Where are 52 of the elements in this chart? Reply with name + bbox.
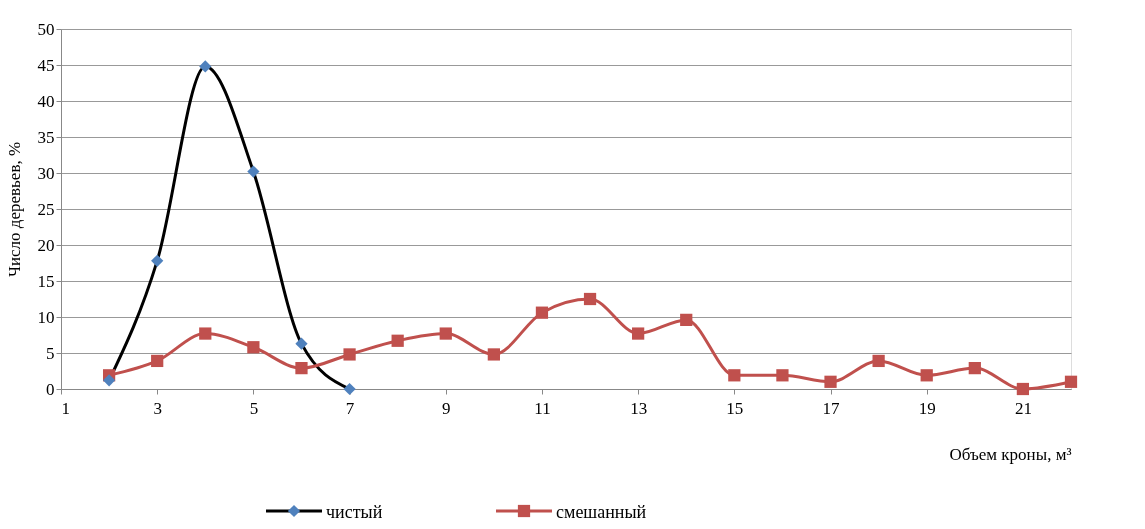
x-axis-title: Объем кроны, м³: [949, 444, 1072, 464]
x-tick-label: 7: [345, 398, 355, 418]
x-tick-label: 9: [442, 398, 451, 418]
point: [487, 348, 500, 361]
y-tick-label: 0: [46, 379, 55, 399]
point: [102, 374, 116, 387]
x-tick-label: 11: [534, 398, 551, 418]
point: [295, 337, 308, 350]
point: [1064, 375, 1078, 388]
legend-label: смешанный: [556, 502, 647, 522]
point: [535, 306, 549, 319]
point: [680, 313, 693, 326]
point: [247, 341, 260, 354]
point: [343, 382, 356, 396]
point: [872, 354, 885, 368]
point: [968, 362, 981, 375]
y-tick-label: 25: [37, 199, 55, 219]
point: [728, 369, 741, 382]
point: [295, 362, 308, 375]
y-tick-label: 30: [37, 163, 55, 183]
y-tick-label: 10: [37, 307, 55, 327]
point: [920, 369, 933, 382]
point: [632, 327, 645, 340]
x-tick-label: 13: [630, 398, 648, 418]
x-tick-label: 15: [726, 398, 744, 418]
y-tick-label: 40: [37, 91, 55, 111]
legend-label: чистый: [326, 502, 383, 522]
point: [151, 354, 164, 368]
point: [343, 348, 356, 361]
point: [1016, 382, 1030, 396]
point: [391, 334, 404, 347]
y-tick-label: 45: [37, 55, 55, 75]
point: [199, 327, 212, 340]
x-tick-label: 19: [918, 398, 936, 418]
point: [776, 369, 789, 382]
point: [199, 60, 212, 73]
y-tick-label: 20: [37, 235, 55, 255]
x-tick-label: 5: [249, 398, 259, 418]
point: [824, 375, 837, 388]
x-tick-label: 1: [61, 398, 70, 418]
point: [247, 165, 260, 178]
y-tick-label: 50: [37, 19, 55, 39]
point: [151, 254, 164, 267]
y-tick-label: 35: [37, 127, 55, 147]
point: [583, 292, 597, 306]
y-tick-label: 5: [46, 343, 55, 363]
x-tick-label: 3: [153, 398, 162, 418]
y-axis-title: Число деревьев, %: [4, 141, 24, 278]
x-tick-label: 21: [1014, 398, 1032, 418]
x-tick-label: 17: [822, 398, 841, 418]
point: [439, 327, 452, 340]
y-tick-label: 15: [37, 271, 55, 291]
